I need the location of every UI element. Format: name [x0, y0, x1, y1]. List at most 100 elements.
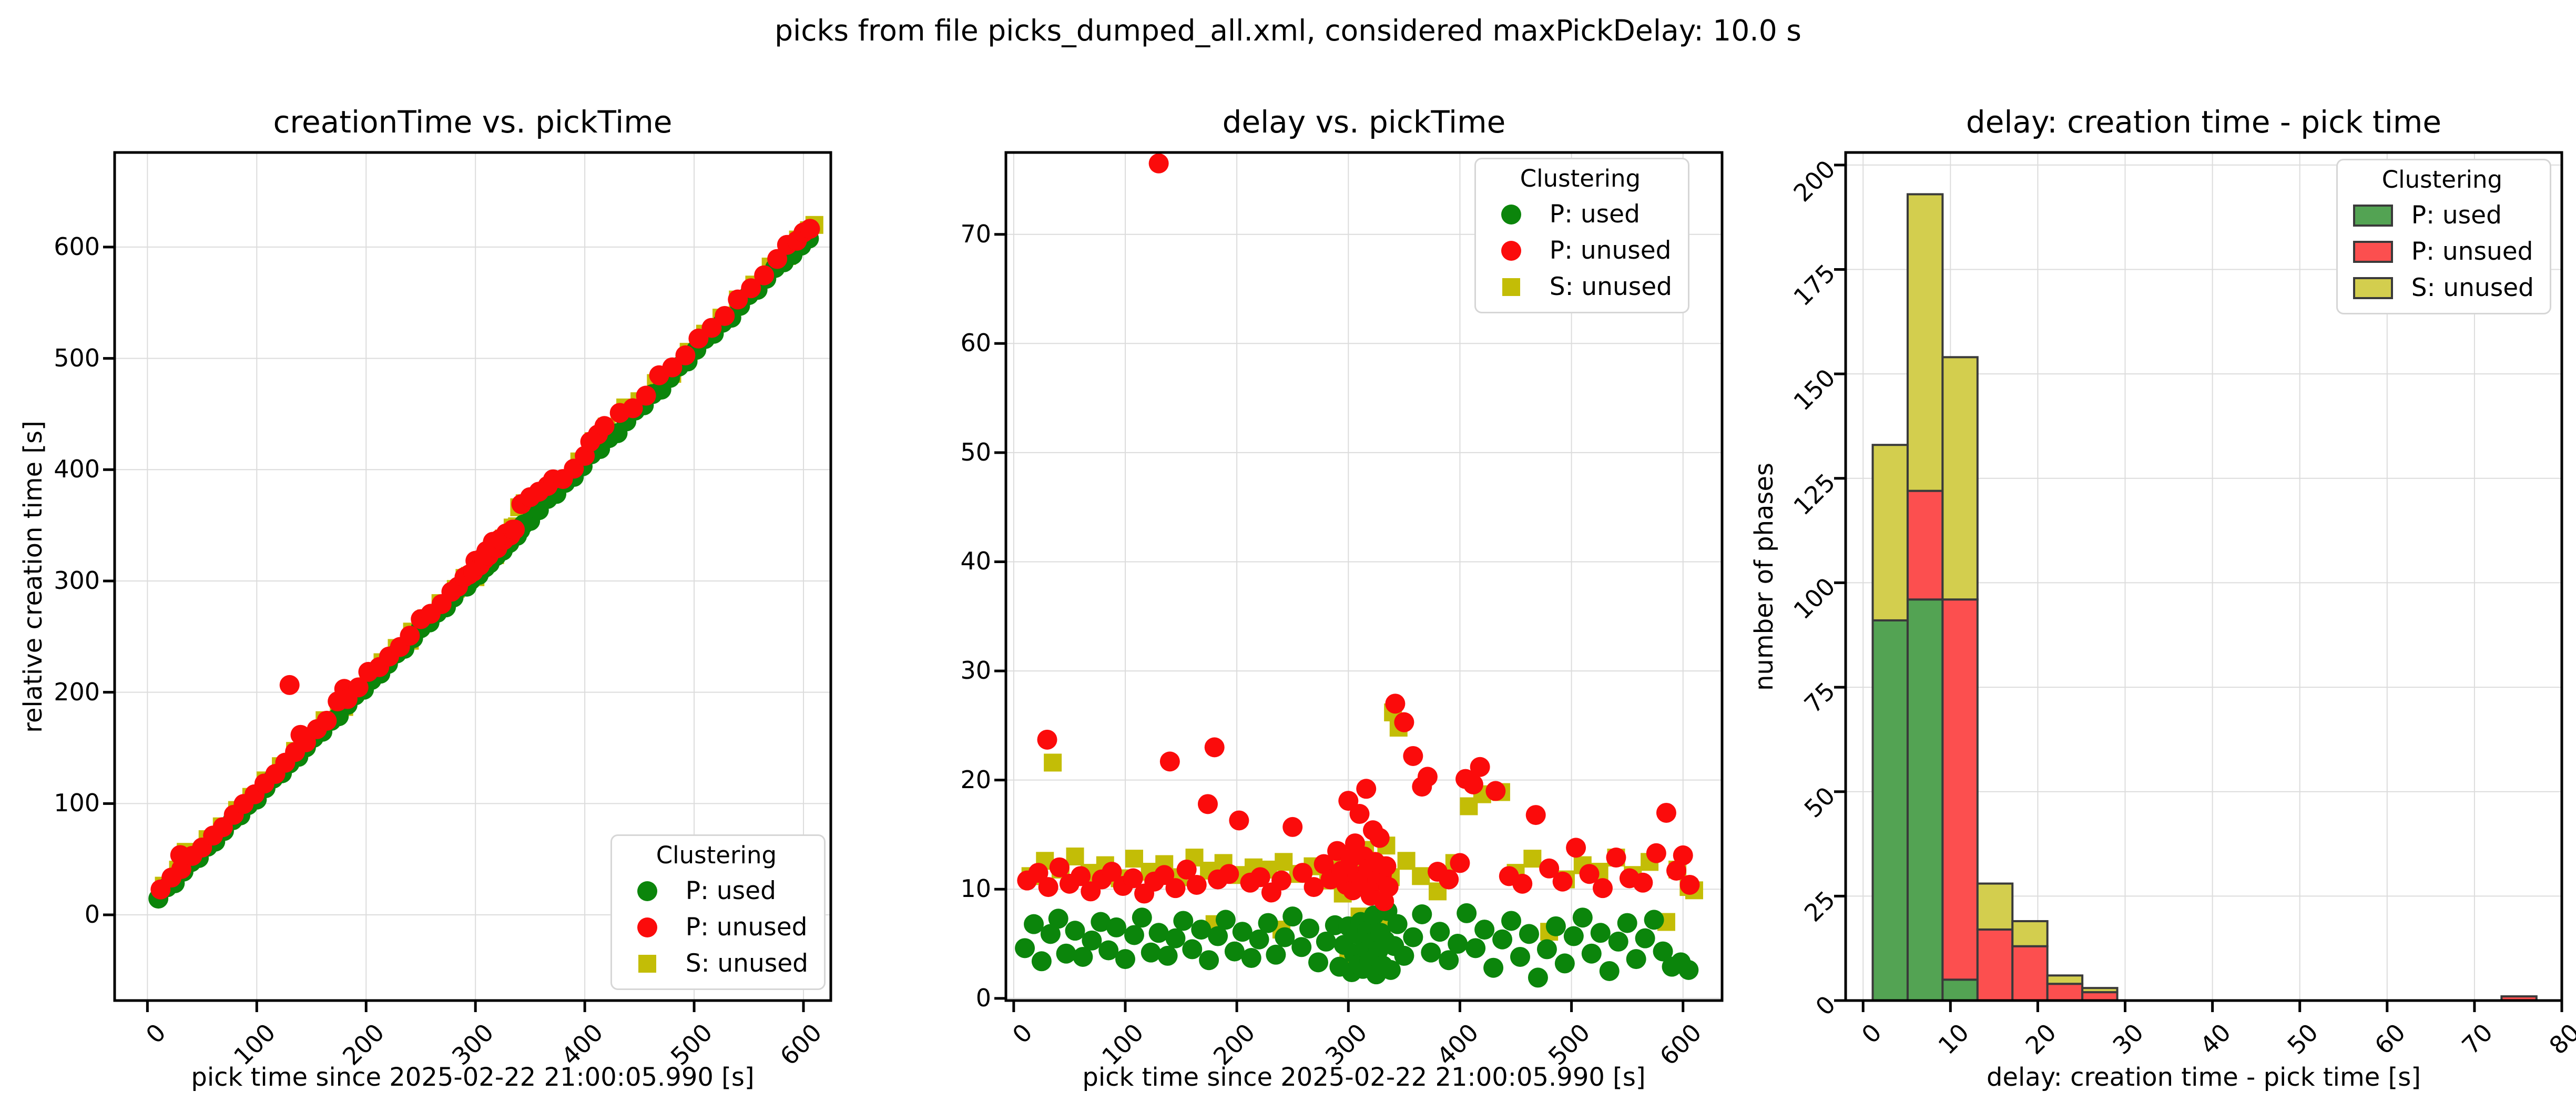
scatter-point	[1049, 857, 1070, 878]
scatter-point	[1073, 946, 1093, 967]
legend-label: S: unused	[1549, 272, 1672, 301]
scatter-point	[1308, 952, 1329, 973]
scatter-point	[1412, 904, 1432, 925]
y-axis-label: relative creation time [s]	[17, 152, 49, 1001]
histogram-bar-segment	[1941, 356, 1979, 601]
scatter-point	[1066, 847, 1084, 865]
scatter-point	[1483, 957, 1504, 978]
scatter-point	[1098, 940, 1119, 961]
legend: Clustering P: used P: unsued S: unused	[2336, 159, 2551, 314]
scatter-point	[1028, 863, 1048, 883]
histogram-bar-segment	[2046, 974, 2084, 985]
legend-swatch	[625, 881, 670, 901]
scatter-point	[1165, 928, 1186, 948]
scatter-point	[1579, 864, 1600, 884]
plot-area	[103, 151, 832, 1012]
scatter-point	[800, 219, 820, 239]
y-tick-label: 500	[54, 343, 100, 372]
scatter-point	[400, 626, 420, 646]
legend-square-marker-icon	[638, 954, 656, 973]
scatter-point	[1292, 863, 1313, 883]
legend-circle-marker-icon	[637, 881, 657, 901]
scatter-point	[1581, 943, 1602, 964]
y-axis-label	[909, 152, 940, 1001]
axes-spine	[113, 151, 832, 1002]
scatter-point	[1450, 853, 1470, 873]
legend: Clustering P: used P: unused S: unused	[1474, 158, 1689, 313]
scatter-point	[728, 289, 748, 310]
scatter-point	[675, 345, 696, 365]
legend-circle-marker-icon	[1501, 240, 1521, 261]
x-axis-label: pick time since 2025-02-22 21:00:05.990 …	[1082, 1063, 1646, 1092]
legend-patch-swatch-icon	[2353, 240, 2393, 263]
y-tick-label: 0	[84, 900, 100, 929]
scatter-point	[1510, 946, 1531, 967]
scatter-point	[1031, 951, 1052, 972]
scatter-point	[1250, 867, 1270, 887]
plot-title: delay: creation time - pick time	[1966, 104, 2442, 140]
scatter-point	[1417, 767, 1438, 787]
scatter-point	[1679, 874, 1700, 895]
y-axis-label-text: relative creation time [s]	[18, 420, 48, 733]
legend-swatch	[625, 917, 670, 937]
legend-circle-marker-icon	[637, 917, 657, 937]
scatter-point	[1148, 153, 1169, 174]
histogram-bar-segment	[2011, 920, 2049, 947]
scatter-point	[1132, 907, 1152, 928]
y-tick-label: 300	[54, 566, 100, 595]
scatter-point	[279, 675, 300, 695]
scatter-point	[1154, 865, 1175, 885]
legend-entry: P: unused	[625, 913, 808, 942]
scatter-point	[1115, 949, 1135, 970]
scatter-point	[1197, 794, 1218, 814]
scatter-point	[1282, 906, 1303, 927]
plot-title: delay vs. pickTime	[1222, 104, 1506, 140]
scatter-point	[1519, 924, 1539, 944]
legend-label: P: used	[2411, 201, 2502, 230]
axes-spine	[1004, 151, 1724, 1002]
y-tick-label: 0	[975, 983, 991, 1012]
legend-square-marker-icon	[1502, 278, 1520, 296]
scatter-point	[1525, 805, 1546, 825]
scatter-point	[1056, 943, 1076, 964]
scatter-point	[741, 278, 761, 299]
plot-delay-histogram: delay: creation time - pick time number …	[1749, 104, 2576, 1092]
scatter-point	[1208, 926, 1228, 946]
scatter-point	[1044, 753, 1062, 772]
scatter-point	[1653, 941, 1673, 962]
scatter-point	[317, 710, 337, 731]
scatter-point	[1626, 949, 1646, 970]
scatter-point	[1439, 950, 1459, 971]
scatter-point	[623, 398, 643, 419]
legend: Clustering P: used P: unused S: unused	[610, 834, 826, 990]
histogram-bar-segment	[2046, 983, 2084, 1002]
figure-suptitle: picks from file picks_dumped_all.xml, co…	[775, 14, 1801, 47]
scatter-point	[1037, 729, 1057, 750]
scatter-point	[1439, 869, 1459, 890]
scatter-point	[1470, 757, 1490, 777]
scatter-point	[1338, 791, 1359, 811]
scatter-point	[1123, 868, 1143, 889]
scatter-point	[1024, 914, 1044, 934]
legend-entry: P: used	[2350, 201, 2534, 230]
y-tick-label: 600	[54, 232, 100, 261]
scatter-point	[1275, 927, 1295, 947]
y-tick-label: 30	[960, 656, 991, 685]
legend-swatch	[2350, 277, 2396, 299]
axes-spine	[1844, 151, 2563, 1002]
legend-swatch	[1489, 278, 1534, 296]
scatter-point	[1403, 746, 1423, 766]
x-axis-label: delay: creation time - pick time [s]	[1986, 1063, 2421, 1092]
scatter-point	[1545, 916, 1566, 936]
legend-title: Clustering	[656, 841, 777, 869]
scatter-point	[1376, 856, 1397, 876]
scatter-point	[348, 677, 369, 698]
legend-label: P: unsued	[2411, 237, 2533, 266]
y-tick-label: 10	[960, 874, 991, 903]
scatter-point	[1617, 913, 1637, 933]
scatter-point	[1656, 802, 1676, 823]
scatter-point	[1528, 967, 1548, 988]
scatter-point	[1457, 903, 1477, 923]
histogram-bar-segment	[1941, 978, 1979, 1002]
